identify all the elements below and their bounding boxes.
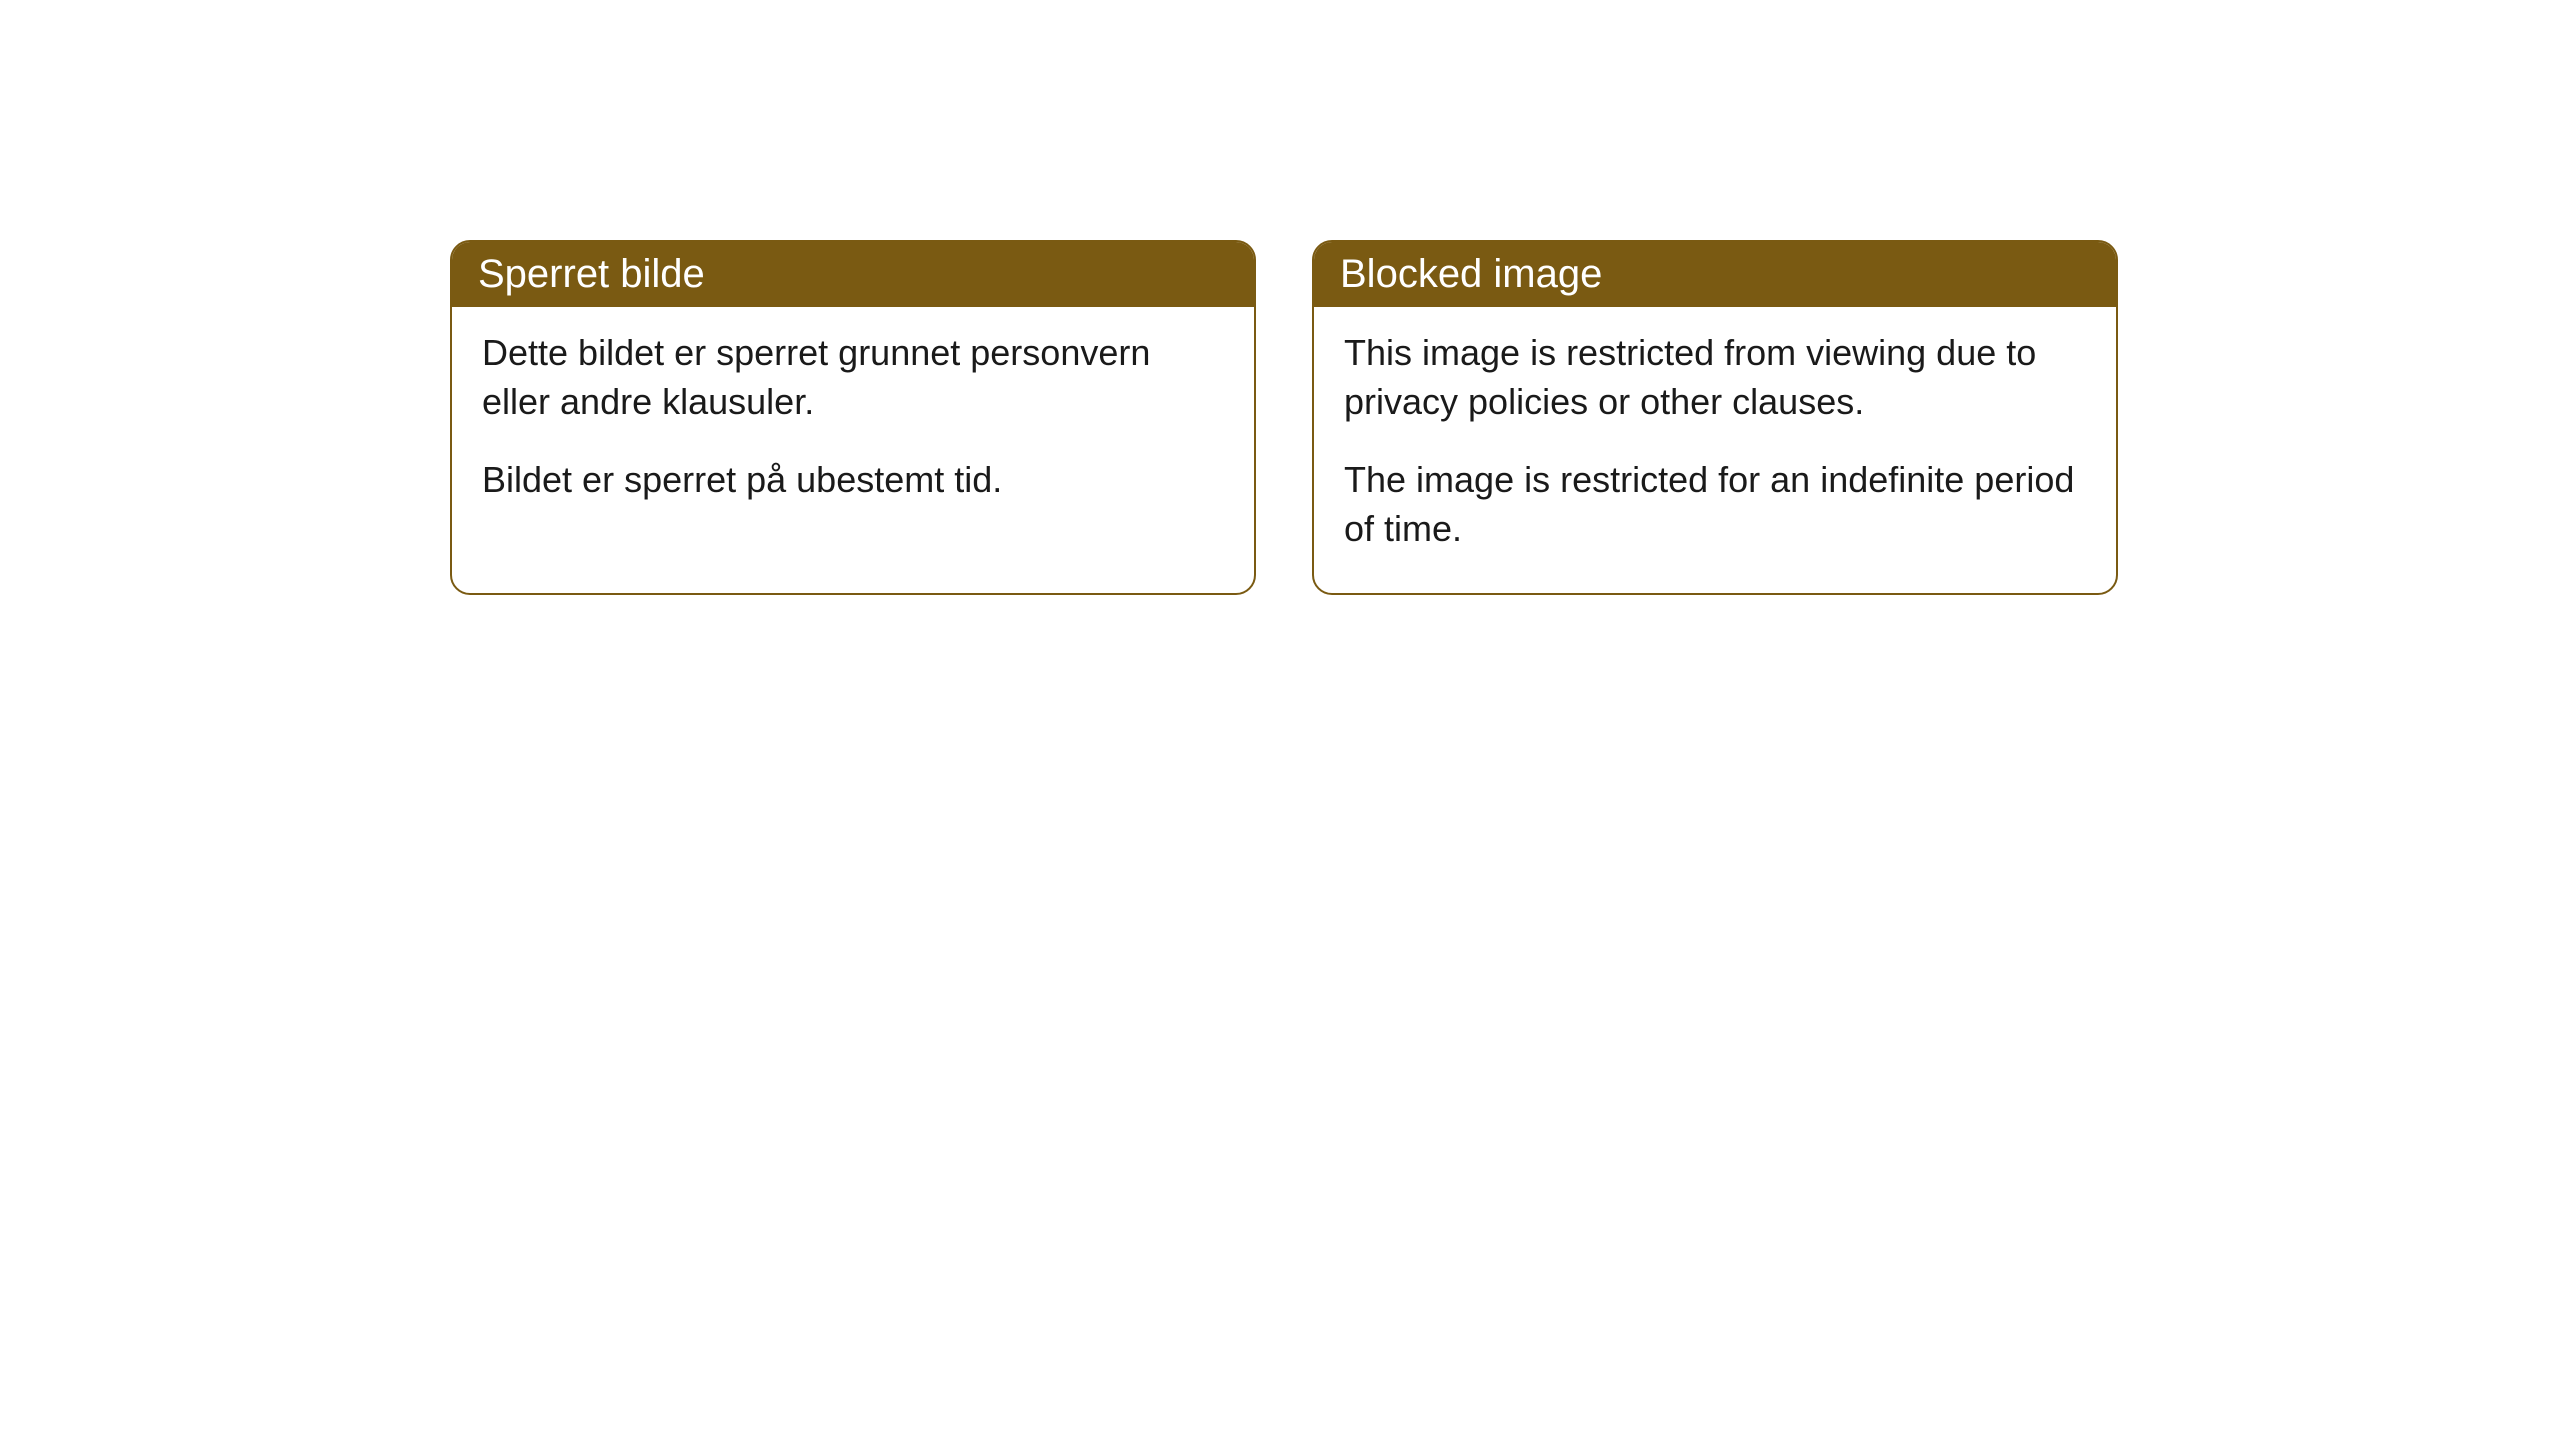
notice-card-en: Blocked image This image is restricted f… <box>1312 240 2118 595</box>
notice-cards-container: Sperret bilde Dette bildet er sperret gr… <box>450 240 2118 595</box>
card-paragraph: Dette bildet er sperret grunnet personve… <box>482 329 1224 426</box>
card-header: Sperret bilde <box>452 242 1254 307</box>
card-paragraph: The image is restricted for an indefinit… <box>1344 456 2086 553</box>
card-body: This image is restricted from viewing du… <box>1314 307 2116 593</box>
notice-card-no: Sperret bilde Dette bildet er sperret gr… <box>450 240 1256 595</box>
card-header: Blocked image <box>1314 242 2116 307</box>
card-paragraph: Bildet er sperret på ubestemt tid. <box>482 456 1224 505</box>
card-body: Dette bildet er sperret grunnet personve… <box>452 307 1254 545</box>
card-paragraph: This image is restricted from viewing du… <box>1344 329 2086 426</box>
card-title: Sperret bilde <box>478 252 705 296</box>
card-title: Blocked image <box>1340 252 1602 296</box>
